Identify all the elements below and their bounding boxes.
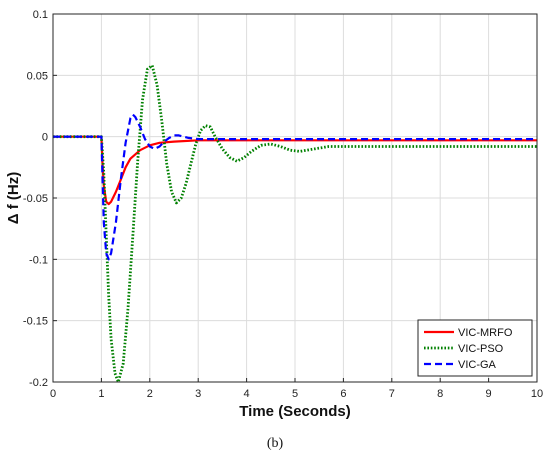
y-tick-label: 0.1 bbox=[33, 9, 48, 21]
y-tick-label: -0.05 bbox=[23, 193, 48, 205]
series-lines bbox=[53, 64, 537, 384]
tick-labels: 0 1 2 3 4 5 6 7 8 9 10 -0.2 -0.15 -0.1 -0.05 0 0.05 0.1 bbox=[23, 9, 543, 400]
x-tick-label: 9 bbox=[486, 388, 492, 400]
y-tick-label: 0.05 bbox=[27, 70, 48, 82]
x-tick-label: 0 bbox=[50, 388, 56, 400]
x-tick-label: 6 bbox=[340, 388, 346, 400]
x-tick-label: 7 bbox=[389, 388, 395, 400]
x-tick-label: 8 bbox=[437, 388, 443, 400]
x-tick-label: 5 bbox=[292, 388, 298, 400]
legend: VIC-MRFO VIC-PSO VIC-GA bbox=[417, 319, 533, 377]
y-tick-label: 0 bbox=[42, 132, 48, 144]
x-tick-label: 10 bbox=[531, 388, 543, 400]
y-tick-label: -0.2 bbox=[29, 377, 48, 389]
y-tick-label: -0.15 bbox=[23, 316, 48, 328]
legend-entry-pso: VIC-PSO bbox=[458, 343, 504, 355]
y-axis-label: Δ f (Hz) bbox=[5, 172, 22, 224]
legend-box bbox=[417, 319, 533, 377]
x-tick-label: 3 bbox=[195, 388, 201, 400]
x-tick-label: 4 bbox=[244, 388, 250, 400]
chart: 0 1 2 3 4 5 6 7 8 9 10 -0.2 -0.15 -0.1 -0.05 0 0.05 0.1 T… bbox=[5, 9, 543, 420]
legend-entry-mrfo: VIC-MRFO bbox=[458, 327, 513, 339]
x-axis-label: Time (Seconds) bbox=[239, 403, 350, 420]
y-tick-label: -0.1 bbox=[29, 254, 48, 266]
legend-entry-ga: VIC-GA bbox=[458, 359, 497, 371]
series-line-vic-ga bbox=[53, 113, 537, 261]
figure-caption: (b) bbox=[266, 436, 284, 451]
plot-frame bbox=[52, 13, 538, 383]
x-tick-label: 2 bbox=[147, 388, 153, 400]
x-tick-label: 1 bbox=[98, 388, 104, 400]
